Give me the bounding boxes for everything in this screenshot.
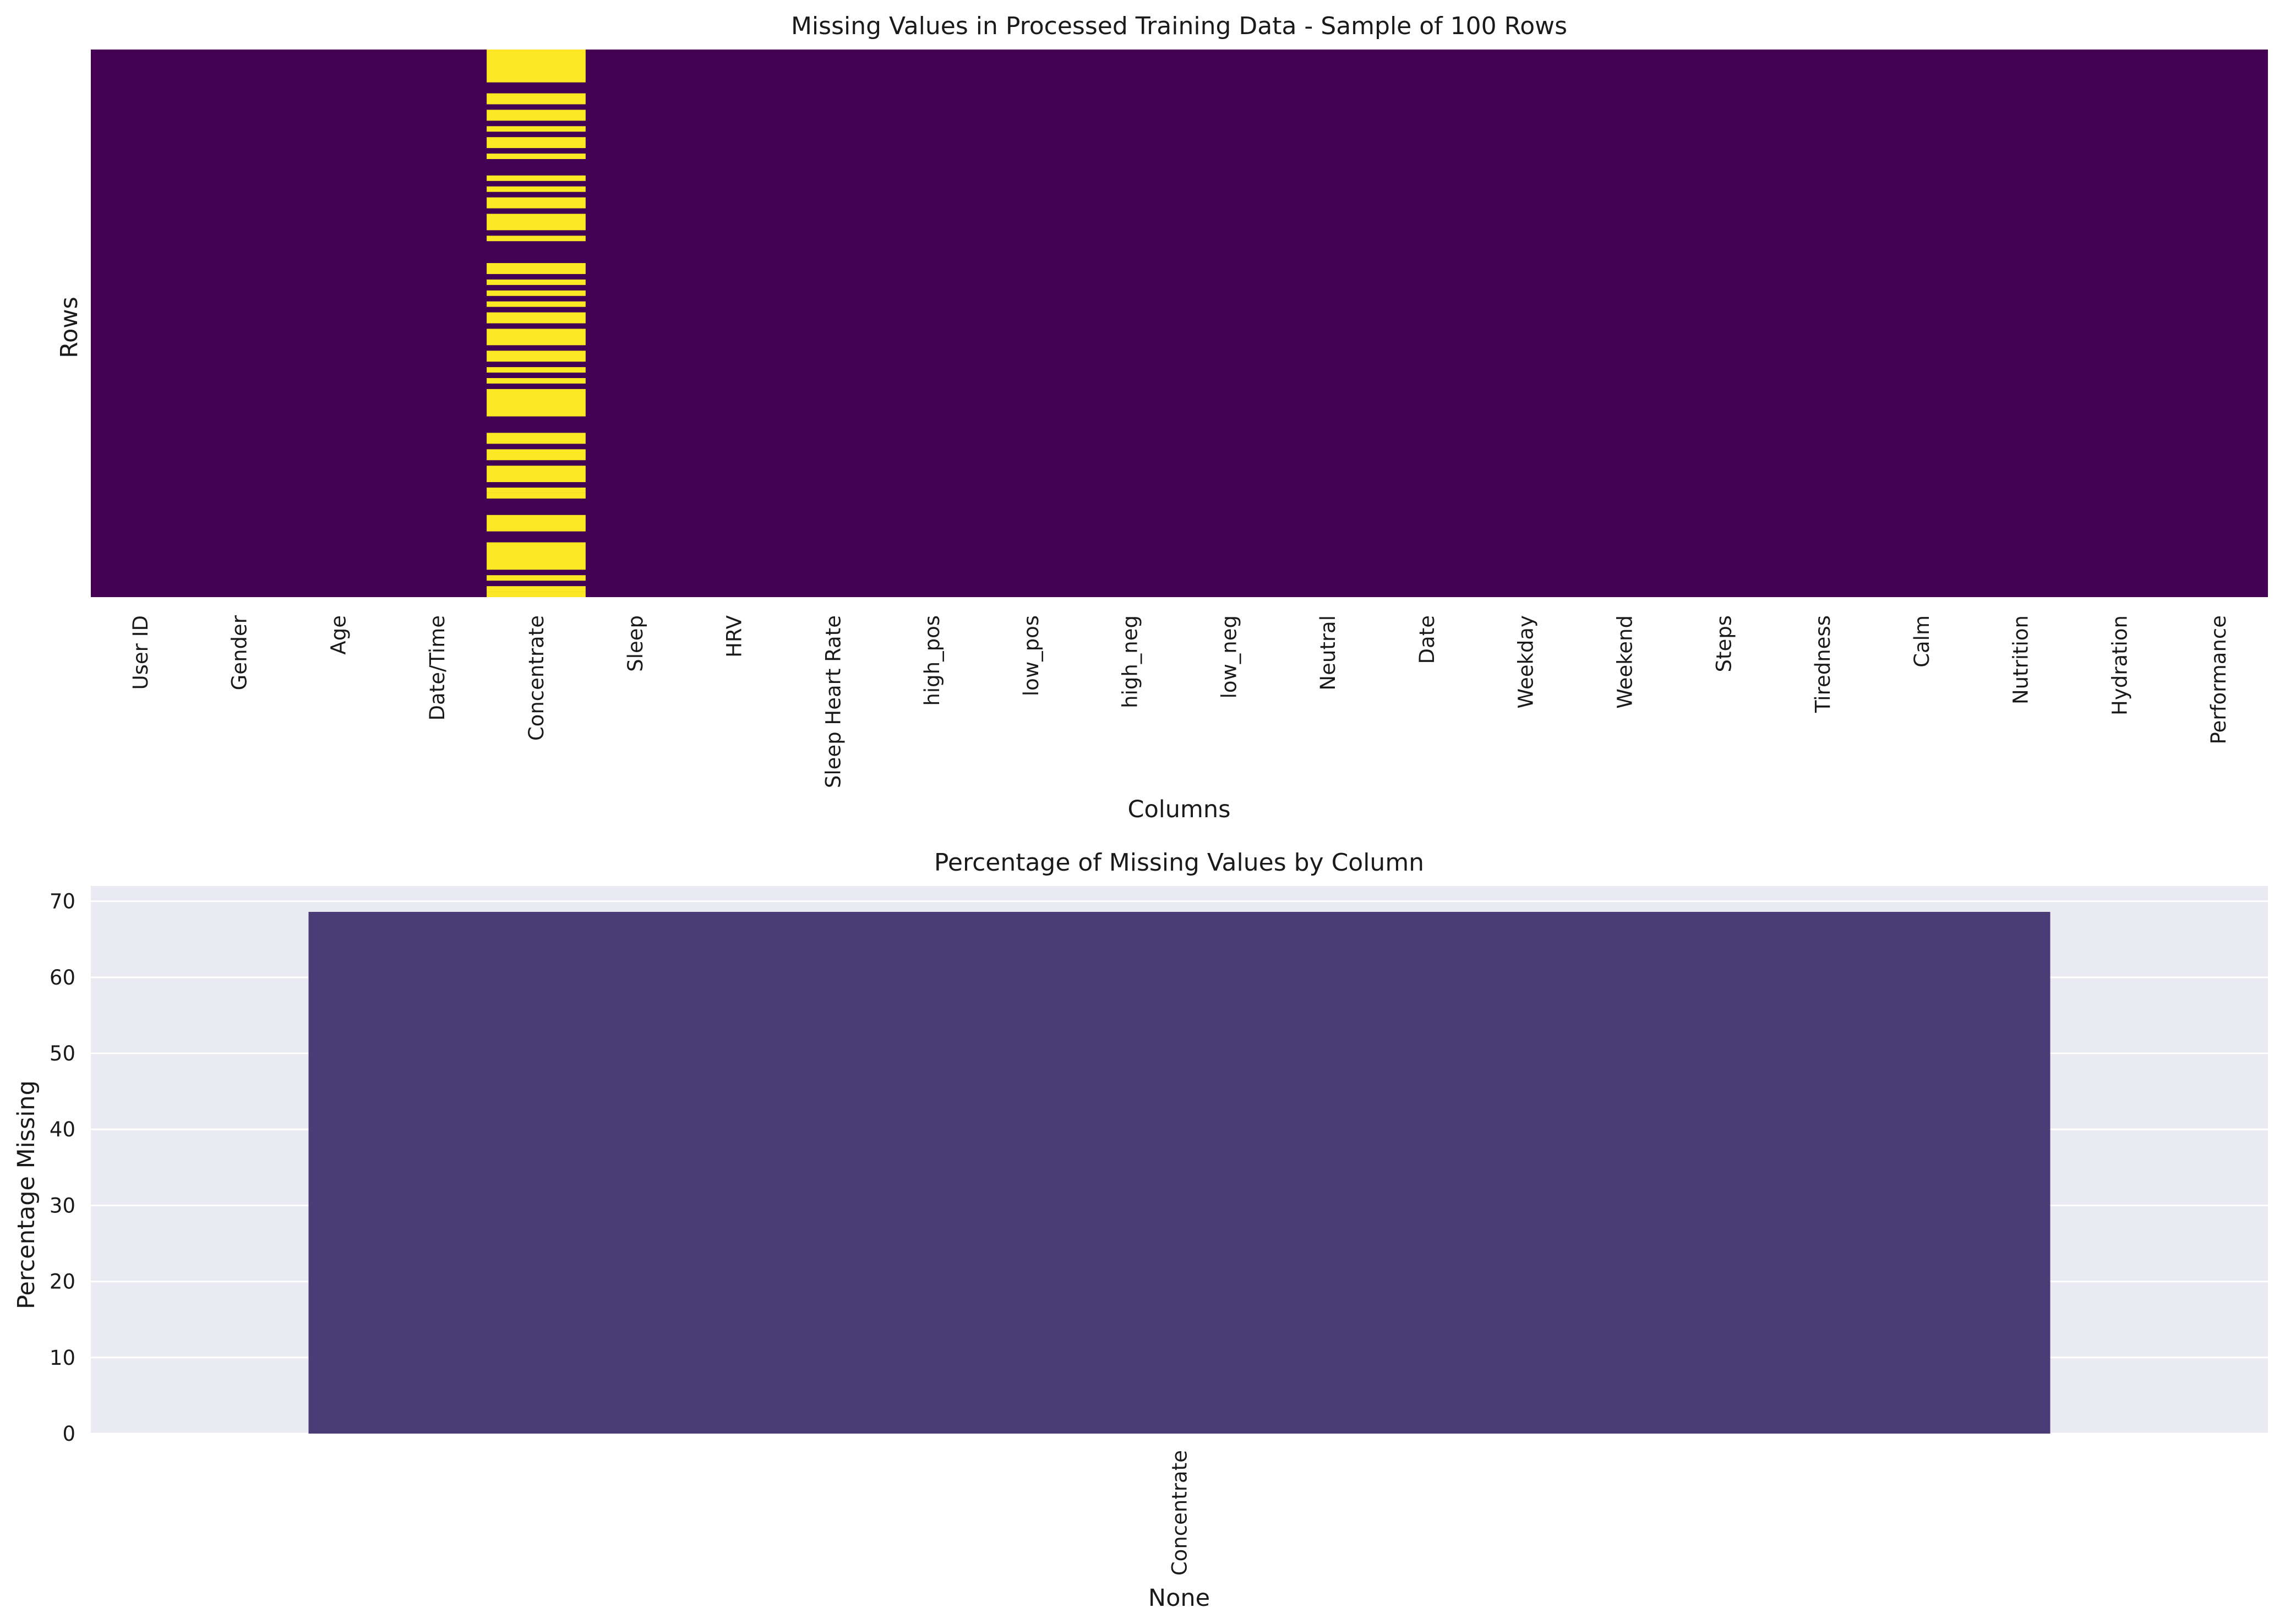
- heatmap-missing-cell-25: [487, 493, 586, 499]
- bar-chart-x-axis-label: None: [1148, 1584, 1210, 1612]
- heatmap-missing-cell-15: [487, 312, 586, 324]
- heatmap-x-tick-label: Gender: [228, 615, 252, 690]
- heatmap-x-tick-label: Steps: [1712, 615, 1736, 672]
- bar-concentrate: [308, 911, 2050, 1434]
- heatmap-missing-cell-12: [487, 279, 586, 285]
- y-ticks: 0 10 20 30 40 50 60 70: [50, 890, 75, 1446]
- heatmap-missing-cell-21: [487, 433, 586, 444]
- heatmap-title: Missing Values in Processed Training Dat…: [791, 12, 1567, 40]
- heatmap-missing-cell-10: [487, 236, 586, 242]
- heatmap-missing-cell-16: [487, 329, 586, 346]
- heatmap-x-tick-label: Age: [326, 615, 350, 655]
- heatmap-missing-cell-24: [487, 488, 586, 493]
- heatmap-x-tick-label: Calm: [1910, 615, 1934, 668]
- heatmap-missing-cell-17: [487, 351, 586, 362]
- heatmap-missing-cell-0: [487, 50, 586, 83]
- bars: [308, 911, 2050, 1434]
- heatmap-x-tick-label: low_pos: [1019, 615, 1043, 696]
- heatmap-x-tick-label: high_pos: [920, 615, 944, 706]
- x-ticks: Concentrate: [1168, 1450, 1192, 1576]
- heatmap-missing-cell-11: [487, 263, 586, 274]
- heatmap-x-tick-label: Concentrate: [525, 615, 548, 741]
- heatmap-missing-cell-8: [487, 197, 586, 209]
- heatmap-x-tick-label: Nutrition: [2009, 615, 2033, 704]
- heatmap-x-tick-label: Date/Time: [426, 615, 449, 720]
- y-tick-label: 0: [62, 1422, 75, 1446]
- heatmap-x-tick-label: low_neg: [1217, 615, 1241, 698]
- heatmap-missing-cell-9: [487, 214, 586, 231]
- heatmap-x-tick-label: Hydration: [2108, 615, 2131, 715]
- heatmap-missing-cell-27: [487, 542, 586, 570]
- heatmap-x-tick-label: high_neg: [1119, 615, 1142, 708]
- heatmap-x-tick-label: Sleep: [624, 615, 647, 672]
- heatmap-missing-cell-7: [487, 186, 586, 192]
- missing-percentage-bar-chart: Percentage of Missing Values by Column 0…: [13, 849, 2268, 1612]
- heatmap-missing-cell-20: [487, 389, 586, 417]
- heatmap-missing-cell-1: [487, 93, 586, 105]
- heatmap-present-area: [91, 50, 2268, 597]
- heatmap-x-tick-label: Weekend: [1613, 615, 1637, 709]
- heatmap-x-tick-label: Sleep Heart Rate: [821, 615, 845, 788]
- heatmap-missing-cell-28: [487, 575, 586, 581]
- y-tick-label: 70: [50, 890, 75, 914]
- bar-chart-title: Percentage of Missing Values by Column: [934, 849, 1424, 877]
- heatmap-x-ticks: User ID Gender Age Date/Time Concentrate Slee…: [129, 615, 2231, 788]
- x-tick-label: Concentrate: [1168, 1450, 1192, 1576]
- heatmap-missing-cell-19: [487, 378, 586, 384]
- heatmap-cells: [91, 50, 2268, 597]
- heatmap-missing-cell-3: [487, 126, 586, 132]
- heatmap-x-tick-label: Weekday: [1514, 615, 1538, 708]
- heatmap-missing-cell-23: [487, 466, 586, 483]
- y-tick-label: 40: [50, 1118, 75, 1141]
- heatmap-missing-cell-5: [487, 154, 586, 159]
- heatmap-missing-cell-26: [487, 515, 586, 532]
- heatmap-x-tick-label: HRV: [723, 615, 746, 658]
- heatmap-missing-cell-22: [487, 449, 586, 461]
- y-tick-label: 50: [50, 1042, 75, 1065]
- heatmap-missing-cell-4: [487, 137, 586, 149]
- y-tick-label: 20: [50, 1270, 75, 1294]
- heatmap-missing-cell-29: [487, 586, 586, 592]
- heatmap-missing-cell-14: [487, 301, 586, 307]
- heatmap-x-axis-label: Columns: [1127, 796, 1230, 823]
- bar-chart-y-axis-label: Percentage Missing: [13, 1080, 40, 1309]
- heatmap-y-axis-label: Rows: [56, 297, 83, 358]
- heatmap-missing-cell-6: [487, 175, 586, 181]
- heatmap-missing-cell-13: [487, 290, 586, 296]
- y-tick-label: 10: [50, 1346, 75, 1370]
- y-tick-label: 60: [50, 966, 75, 989]
- heatmap-x-tick-label: Tiredness: [1811, 615, 1835, 713]
- heatmap-x-tick-label: Performance: [2207, 615, 2231, 744]
- heatmap-missing-cell-2: [487, 110, 586, 121]
- heatmap-x-tick-label: Neutral: [1316, 615, 1340, 691]
- heatmap-missing-cell-18: [487, 367, 586, 373]
- heatmap-x-tick-label: User ID: [129, 615, 152, 690]
- heatmap-missing-cell-30: [487, 592, 586, 597]
- missing-values-heatmap: Missing Values in Processed Training Dat…: [56, 12, 2268, 823]
- heatmap-x-tick-label: Date: [1415, 615, 1439, 664]
- y-tick-label: 30: [50, 1194, 75, 1217]
